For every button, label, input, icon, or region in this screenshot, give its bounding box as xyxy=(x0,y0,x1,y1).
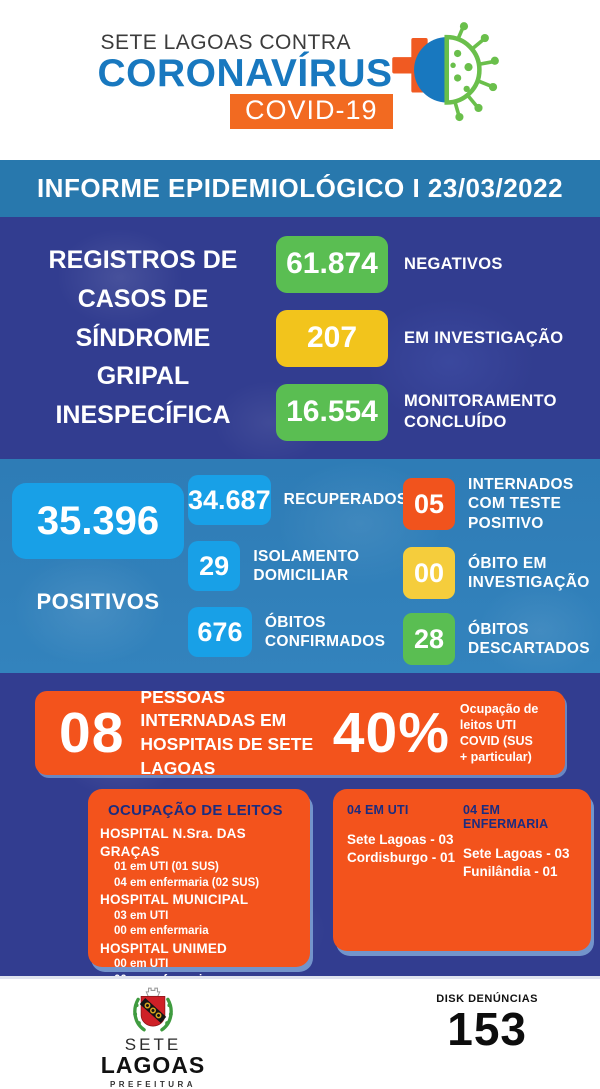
stat-row-internados: 05 INTERNADOS COM TESTE POSITIVO xyxy=(403,475,590,533)
obitos-confirmados-label: ÓBITOS CONFIRMADOS xyxy=(264,613,386,650)
positivos-column: 35.396 POSITIVOS xyxy=(12,475,184,673)
monitoramento-value-badge: 16.554 xyxy=(276,383,388,441)
disk-denuncias-number: 153 xyxy=(447,1003,527,1055)
leitos-box: OCUPAÇÃO DE LEITOS HOSPITAL N.Sra. DAS G… xyxy=(88,789,310,1034)
uti-title: 04 EM UTI xyxy=(347,803,409,817)
registros-heading: REGISTROS DE CASOS DE SÍNDROME GRIPAL IN… xyxy=(48,246,238,430)
leitos-title: OCUPAÇÃO DE LEITOS xyxy=(108,802,283,819)
hospital-entry: HOSPITAL MUNICIPAL 03 em UTI 00 em enfer… xyxy=(100,891,300,940)
hospital-banner: 08 PESSOAS INTERNADAS EM HOSPITAIS DE SE… xyxy=(35,687,565,778)
positivos-value-badge: 35.396 xyxy=(12,483,184,559)
hospital-name: HOSPITAL UNIMED xyxy=(100,940,228,956)
internados-count: 08 xyxy=(59,700,125,765)
uti-line: Cordisburgo - 01 xyxy=(347,850,456,866)
isolamento-value-badge: 29 xyxy=(188,541,241,591)
coronavirus-logo-icon xyxy=(391,22,499,122)
city-name-sub: PREFEITURA xyxy=(109,1080,197,1089)
positivos-right-column: 05 INTERNADOS COM TESTE POSITIVO 00 ÓBIT… xyxy=(403,475,590,673)
brand-main-line: CORONAVÍRUS xyxy=(97,52,393,95)
hospital-entry: HOSPITAL N.Sra. DAS GRAÇAS 01 em UTI (01… xyxy=(100,825,300,891)
section-positivos: 35.396 POSITIVOS 34.687 RECUPERADOS 29 I… xyxy=(0,459,600,673)
disk-denuncias: DISK DENÚNCIAS 153 xyxy=(436,993,538,1053)
section-registros: REGISTROS DE CASOS DE SÍNDROME GRIPAL IN… xyxy=(0,217,600,459)
internados-count-label: PESSOAS INTERNADAS EM HOSPITAIS DE SETE … xyxy=(140,686,314,778)
uti-lines: Sete Lagoas - 03 Cordisburgo - 01 xyxy=(347,831,463,867)
enfermaria-column: 04 EM ENFERMARIA Sete Lagoas - 03 Funilâ… xyxy=(463,803,579,951)
city-name-top: SETE xyxy=(124,1035,182,1054)
uti-occupancy-label: Ocupação de leitos UTI COVID (SUS + part… xyxy=(459,701,539,765)
obitos-confirmados-value-badge: 676 xyxy=(188,607,252,657)
stat-row-obitos-descartados: 28 ÓBITOS DESCARTADOS xyxy=(403,613,590,666)
positivos-label: POSITIVOS xyxy=(36,589,160,614)
enfermaria-line: Funilândia - 01 xyxy=(463,864,558,880)
obito-investigacao-value-badge: 00 xyxy=(403,547,455,600)
brand-lockup: SETE LAGOAS CONTRA CORONAVÍRUS COVID-19 xyxy=(97,22,502,129)
stat-row-obitos-confirmados: 676 ÓBITOS CONFIRMADOS xyxy=(188,607,403,657)
report-title: INFORME EPIDEMIOLÓGICO I 23/03/2022 xyxy=(36,173,564,203)
hospital-name: HOSPITAL N.Sra. DAS GRAÇAS xyxy=(100,826,246,859)
obitos-descartados-value-badge: 28 xyxy=(403,613,455,666)
enfermaria-line: Sete Lagoas - 03 xyxy=(463,846,570,861)
uti-enfermaria-box: 04 EM UTI Sete Lagoas - 03 Cordisburgo -… xyxy=(333,789,591,951)
brand-text: SETE LAGOAS CONTRA CORONAVÍRUS COVID-19 xyxy=(97,31,393,129)
hospital-boxes: OCUPAÇÃO DE LEITOS HOSPITAL N.Sra. DAS G… xyxy=(0,789,600,1034)
negativos-value-badge: 61.874 xyxy=(276,235,388,293)
obitos-descartados-label: ÓBITOS DESCARTADOS xyxy=(468,620,590,658)
covid19-tag: COVID-19 xyxy=(230,94,393,129)
brand-top-line: SETE LAGOAS CONTRA xyxy=(100,31,351,54)
obito-investigacao-label: ÓBITO EM INVESTIGAÇÃO xyxy=(468,554,590,592)
monitoramento-label: MONITORAMENTO CONCLUÍDO xyxy=(404,392,557,431)
stat-row-isolamento: 29 ISOLAMENTO DOMICILIAR xyxy=(188,541,403,591)
internados-value-badge: 05 xyxy=(403,478,455,531)
internados-label: INTERNADOS COM TESTE POSITIVO xyxy=(468,476,574,532)
recuperados-label: RECUPERADOS xyxy=(283,491,408,509)
hospital-line: 01 em UTI (01 SUS) xyxy=(114,861,219,874)
stat-row-recuperados: 34.687 RECUPERADOS xyxy=(188,475,407,525)
report-title-bar: INFORME EPIDEMIOLÓGICO I 23/03/2022 xyxy=(0,160,600,217)
enfermaria-lines: Sete Lagoas - 03 Funilândia - 01 xyxy=(463,845,579,881)
stat-row-obito-investigacao: 00 ÓBITO EM INVESTIGAÇÃO xyxy=(403,547,590,600)
investigacao-value-badge: 207 xyxy=(276,309,388,367)
stat-row-monitoramento: 16.554 MONITORAMENTO CONCLUÍDO xyxy=(276,383,590,441)
negativos-label: NEGATIVOS xyxy=(404,254,503,273)
recuperados-value-badge: 34.687 xyxy=(188,475,271,525)
disk-denuncias-label: DISK DENÚNCIAS xyxy=(436,993,538,1005)
isolamento-label: ISOLAMENTO DOMICILIAR xyxy=(253,547,360,584)
footer: SETE LAGOAS PREFEITURA DISK DENÚNCIAS 15… xyxy=(0,976,600,1089)
uti-column: 04 EM UTI Sete Lagoas - 03 Cordisburgo -… xyxy=(347,803,463,951)
hospital-name: HOSPITAL MUNICIPAL xyxy=(100,892,249,908)
hospital-line: 00 em UTI xyxy=(114,958,169,971)
stat-row-investigacao: 207 EM INVESTIGAÇÃO xyxy=(276,309,590,367)
header: SETE LAGOAS CONTRA CORONAVÍRUS COVID-19 xyxy=(0,0,600,160)
hospital-line: 03 em UTI xyxy=(114,909,169,922)
enfermaria-title: 04 EM ENFERMARIA xyxy=(463,803,549,831)
section-hospitais: 08 PESSOAS INTERNADAS EM HOSPITAIS DE SE… xyxy=(0,673,600,1034)
hospital-line: 00 em enfermaria xyxy=(114,925,209,938)
hospital-line: 04 em enfermaria (02 SUS) xyxy=(114,876,260,889)
registros-stats: 61.874 NEGATIVOS 207 EM INVESTIGAÇÃO 16.… xyxy=(276,235,590,441)
uti-occupancy-percent: 40% xyxy=(332,700,450,765)
positivos-middle-column: 34.687 RECUPERADOS 29 ISOLAMENTO DOMICIL… xyxy=(188,475,407,673)
city-logo: SETE LAGOAS PREFEITURA xyxy=(88,983,218,1089)
investigacao-label: EM INVESTIGAÇÃO xyxy=(404,328,564,347)
stat-row-negativos: 61.874 NEGATIVOS xyxy=(276,235,590,293)
uti-line: Sete Lagoas - 03 xyxy=(347,832,454,847)
city-crest-icon xyxy=(133,987,173,1032)
